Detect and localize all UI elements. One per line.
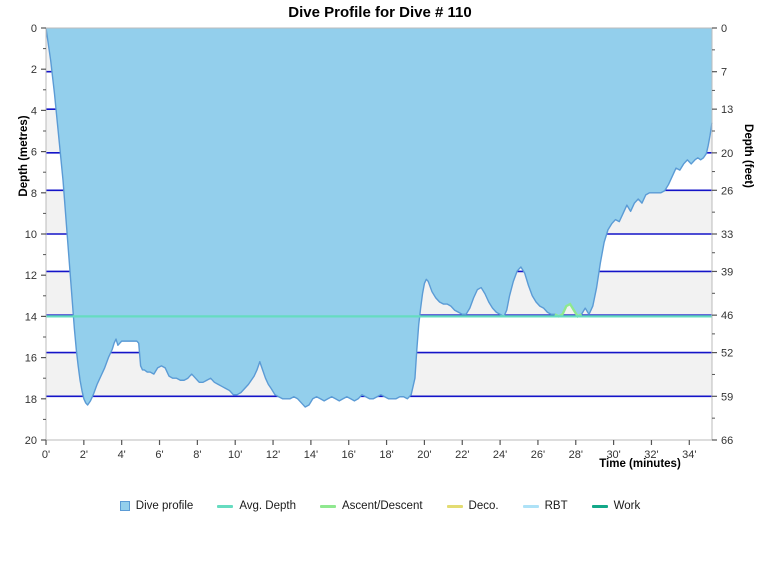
svg-text:0: 0 (721, 23, 727, 35)
dive-profile-area (46, 28, 712, 408)
svg-text:20: 20 (25, 435, 37, 447)
legend-item-label: Dive profile (135, 500, 194, 512)
legend-item[interactable]: Dive profile (119, 500, 194, 512)
legend-item[interactable]: Ascent/Descent (320, 500, 423, 512)
y-axis-label-right: Depth (feet) (742, 124, 754, 188)
legend-item[interactable]: Work (591, 500, 641, 512)
svg-text:10: 10 (25, 229, 37, 241)
svg-text:34': 34' (682, 449, 696, 461)
legend-swatch-line-icon (522, 504, 539, 508)
svg-text:18: 18 (25, 394, 37, 406)
svg-text:7: 7 (721, 67, 727, 79)
svg-text:6': 6' (155, 449, 163, 461)
svg-text:0': 0' (42, 449, 50, 461)
svg-text:22': 22' (455, 449, 469, 461)
svg-text:18': 18' (379, 449, 393, 461)
svg-text:8': 8' (193, 449, 201, 461)
svg-text:52: 52 (721, 348, 733, 360)
svg-text:4': 4' (118, 449, 126, 461)
svg-text:20': 20' (417, 449, 431, 461)
dive-profile-line (45, 27, 713, 408)
legend-item-label: Deco. (468, 500, 499, 512)
svg-text:10': 10' (228, 449, 242, 461)
svg-text:32': 32' (644, 449, 658, 461)
svg-text:4: 4 (31, 105, 37, 117)
svg-text:2: 2 (31, 64, 37, 76)
svg-text:16: 16 (25, 353, 37, 365)
chart-legend: Dive profile Avg. Depth Ascent/Descent Deco… (0, 500, 760, 512)
legend-item-label: Ascent/Descent (342, 500, 423, 512)
svg-text:8: 8 (31, 188, 37, 200)
svg-text:33: 33 (721, 229, 733, 241)
y-axis-label-left: Depth (metres) (18, 115, 30, 197)
svg-text:14: 14 (25, 311, 37, 323)
legend-item[interactable]: RBT (522, 500, 568, 512)
svg-text:30': 30' (606, 449, 620, 461)
svg-text:24': 24' (493, 449, 507, 461)
svg-text:59: 59 (721, 391, 733, 403)
svg-text:66: 66 (721, 435, 733, 447)
svg-text:2': 2' (80, 449, 88, 461)
svg-text:26': 26' (531, 449, 545, 461)
svg-text:28': 28' (569, 449, 583, 461)
page-title: Dive Profile for Dive # 110 (288, 4, 472, 21)
x-axis-label: Time (minutes) (599, 458, 681, 470)
svg-text:14': 14' (304, 449, 318, 461)
svg-text:46: 46 (721, 310, 733, 322)
svg-text:6: 6 (31, 147, 37, 159)
legend-item[interactable]: Deco. (446, 500, 499, 512)
svg-text:26: 26 (721, 185, 733, 197)
legend-item-label: Work (613, 500, 641, 512)
svg-text:20: 20 (721, 148, 733, 160)
legend-item-label: RBT (544, 500, 568, 512)
legend-swatch-line-icon (320, 504, 336, 508)
legend-swatch-line-icon (217, 504, 234, 508)
legend-swatch-box-icon (119, 501, 130, 511)
svg-text:12: 12 (25, 270, 37, 282)
svg-text:39: 39 (721, 266, 733, 278)
svg-text:0: 0 (31, 23, 37, 35)
svg-text:13: 13 (721, 104, 733, 116)
legend-swatch-line-icon (591, 504, 608, 508)
svg-text:12': 12' (266, 449, 280, 461)
legend-item[interactable]: Avg. Depth (217, 500, 296, 512)
svg-text:16': 16' (342, 449, 356, 461)
legend-item-label: Avg. Depth (239, 500, 296, 512)
legend-swatch-line-icon (446, 504, 463, 508)
